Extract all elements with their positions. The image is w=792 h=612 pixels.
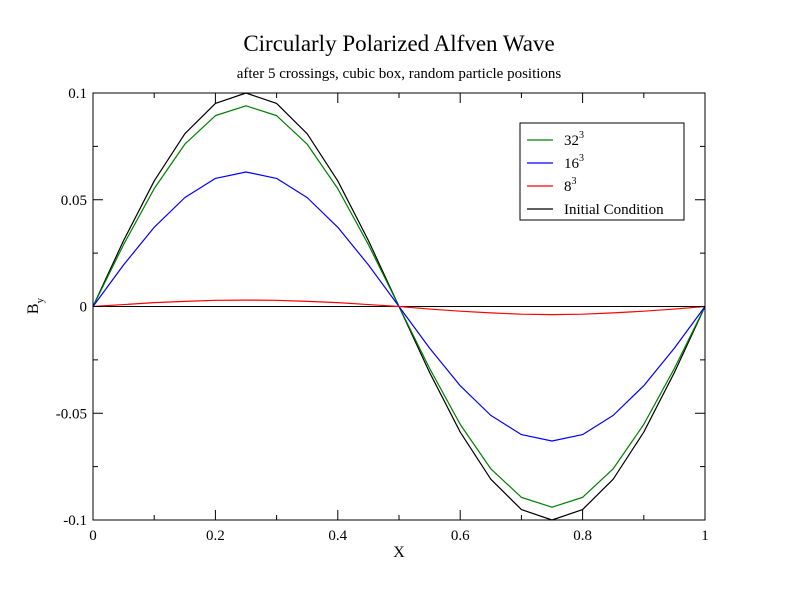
- plot-lines: [92, 92, 706, 521]
- y-tick-label: -0.1: [63, 513, 87, 529]
- y-axis-label-subscript: y: [34, 297, 46, 303]
- y-tick-label: 0.1: [68, 86, 87, 102]
- legend-box: [519, 122, 685, 221]
- legend-label: Initial Condition: [564, 202, 664, 218]
- axis-ticks: [92, 92, 706, 521]
- legend-label: 83: [564, 176, 577, 195]
- legend-label: 323: [564, 130, 584, 149]
- y-tick-label: -0.05: [56, 406, 87, 422]
- x-axis-label: X: [393, 544, 405, 561]
- y-axis-label: By: [25, 297, 46, 314]
- x-tick-label: 0.2: [206, 528, 225, 544]
- y-tick-label: 0.05: [61, 193, 87, 209]
- axis-tick-labels: 0 0.2 0.4 0.6 0.8 1 -0.1 -0.05 0 0.05 0.1: [56, 86, 709, 544]
- x-tick-label: 0.4: [328, 528, 347, 544]
- x-tick-label: 1: [701, 528, 709, 544]
- legend: 323 163 83 Initial Condition: [519, 122, 685, 221]
- chart-title: Circularly Polarized Alfven Wave: [243, 31, 554, 56]
- series-line-83: [92, 299, 706, 316]
- y-axis-label-main: B: [25, 303, 42, 314]
- svg-text:By: By: [25, 297, 46, 314]
- y-tick-label: 0: [80, 300, 88, 316]
- x-tick-label: 0.8: [573, 528, 592, 544]
- x-tick-label: 0.6: [451, 528, 470, 544]
- x-tick-label: 0: [89, 528, 97, 544]
- legend-items: 323 163 83 Initial Condition: [527, 130, 664, 218]
- legend-label: 163: [564, 153, 584, 172]
- chart-subtitle: after 5 crossings, cubic box, random par…: [237, 66, 562, 82]
